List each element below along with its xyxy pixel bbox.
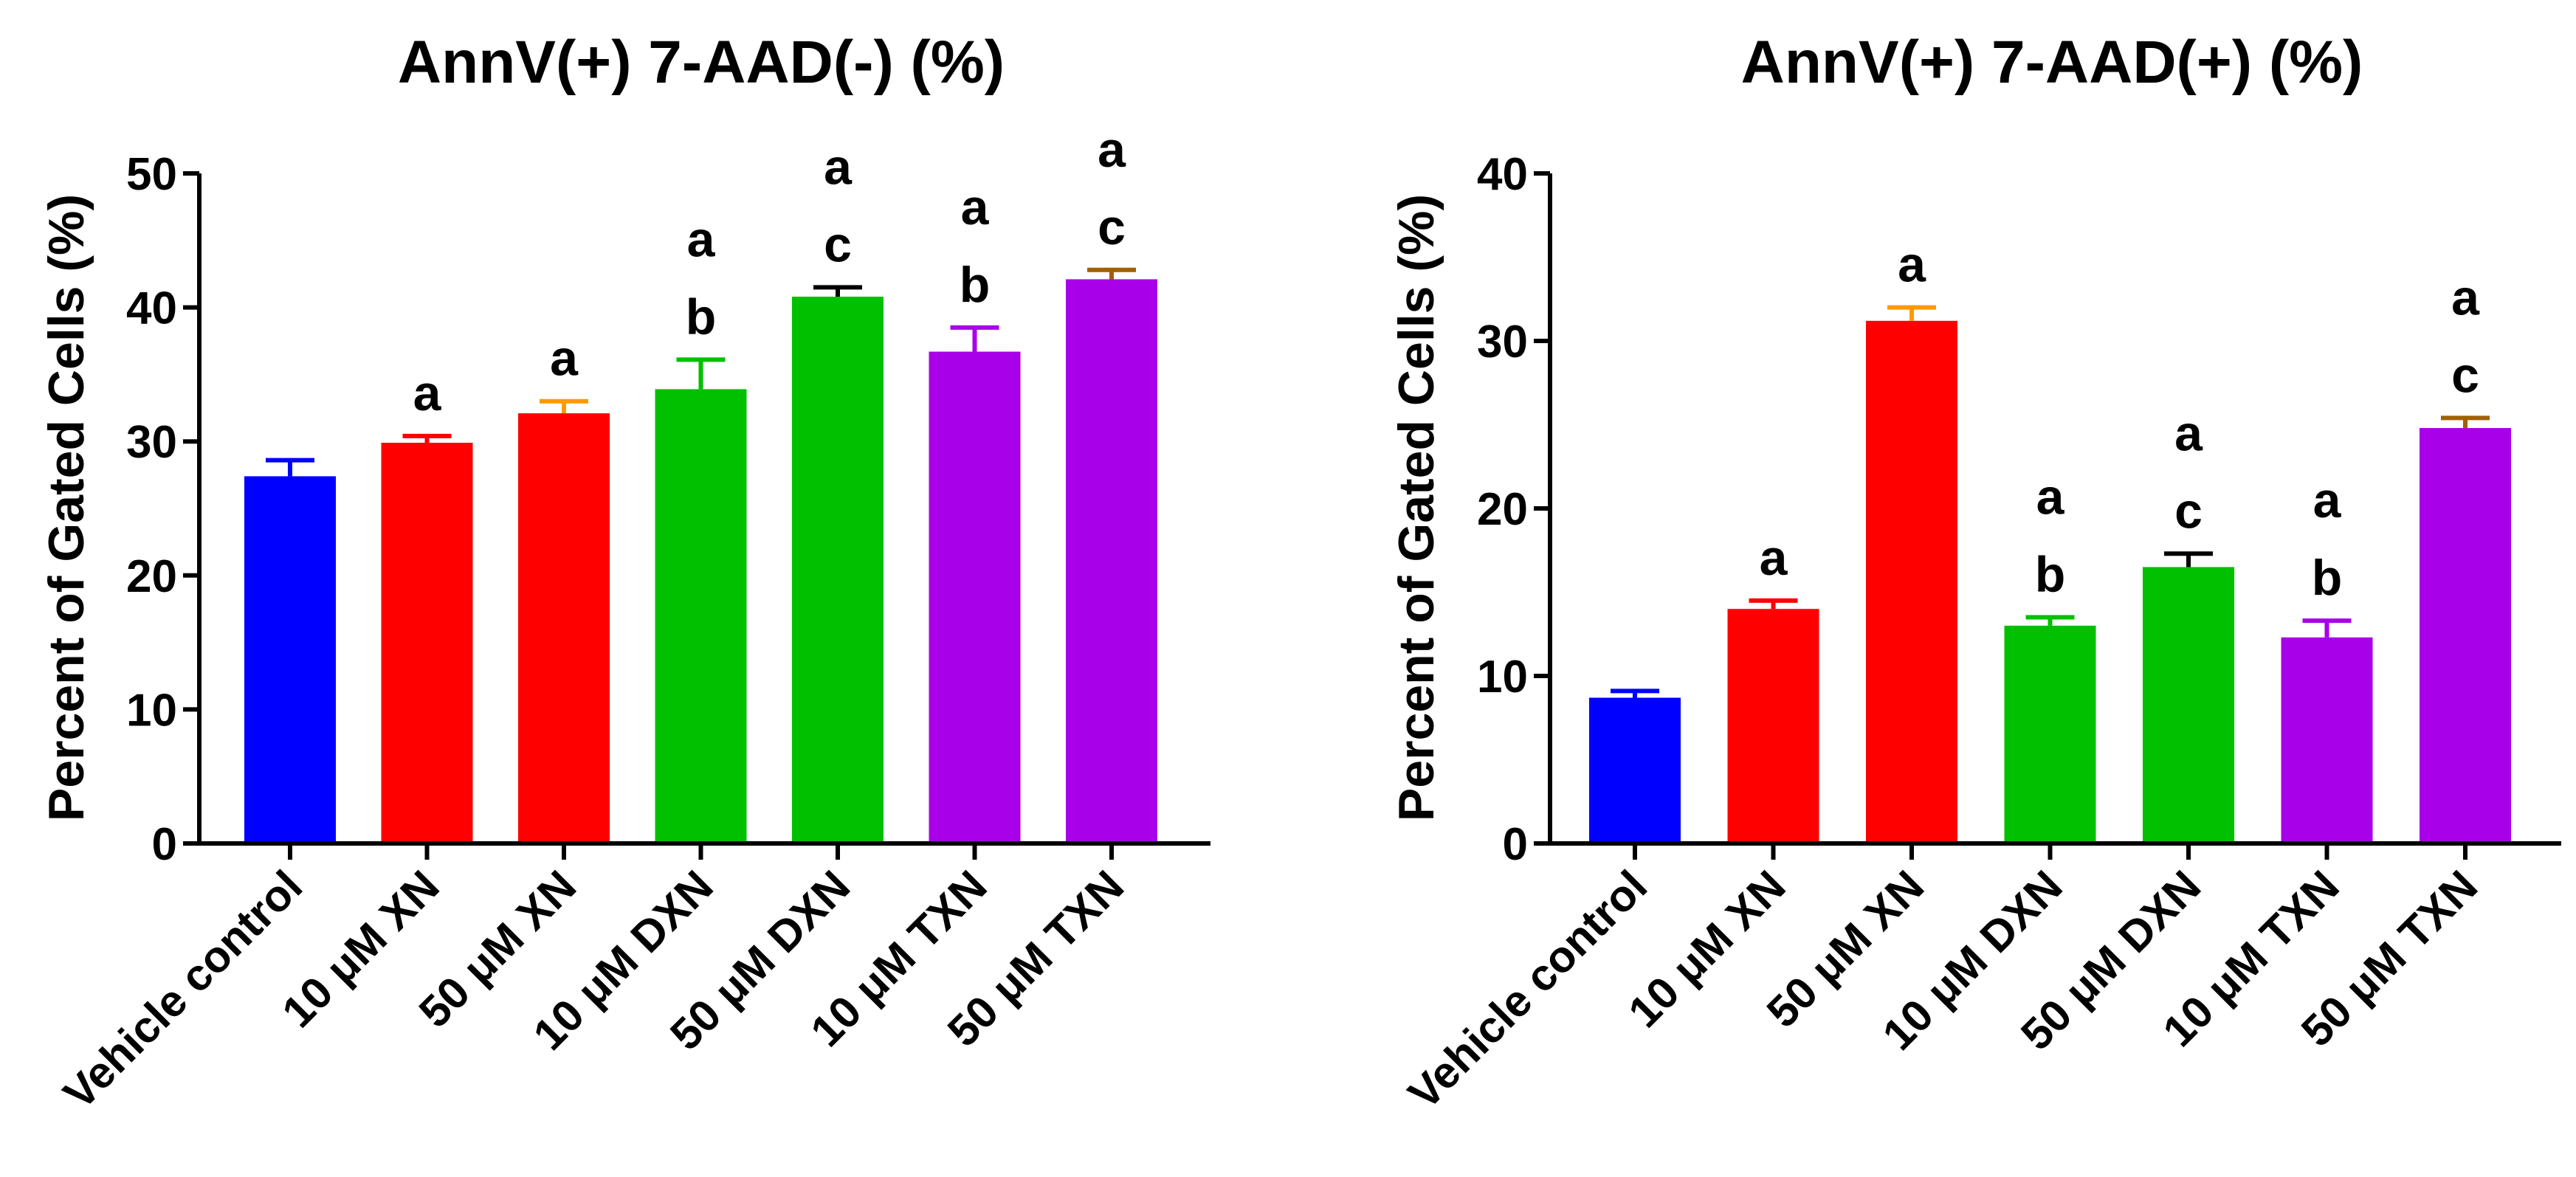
significance-label: b — [2035, 547, 2066, 603]
significance-label: a — [1898, 237, 1926, 293]
y-tick-label: 30 — [126, 417, 177, 468]
significance-label: b — [2312, 550, 2343, 606]
bar — [1866, 320, 1957, 843]
category-label: Vehicle control — [1399, 861, 1656, 1119]
significance-label: a — [2036, 469, 2065, 525]
bar — [244, 476, 336, 843]
significance-label: c — [824, 216, 852, 272]
significance-label: a — [1760, 530, 1788, 586]
y-axis-label: Percent of Gated Cells (%) — [1388, 194, 1444, 821]
y-tick-label: 20 — [126, 551, 177, 602]
chart-annv-7aad-negative: AnnV(+) 7-AAD(-) (%) Percent of Gated Ce… — [38, 29, 1210, 1119]
significance-label: a — [2451, 269, 2480, 325]
y-tick-label: 30 — [1477, 317, 1528, 367]
significance-label: a — [824, 139, 853, 195]
significance-label: a — [2313, 472, 2342, 528]
bar — [2004, 625, 2096, 843]
y-tick-label: 40 — [1477, 149, 1528, 200]
bar — [1589, 697, 1681, 843]
category-label: Vehicle control — [54, 861, 311, 1119]
significance-label: b — [960, 257, 991, 313]
bar — [518, 413, 610, 843]
significance-label: a — [550, 331, 579, 387]
significance-label: a — [687, 211, 716, 267]
bar — [2281, 637, 2373, 843]
chart-annv-7aad-positive: AnnV(+) 7-AAD(+) (%) Percent of Gated Ce… — [1388, 29, 2561, 1119]
significance-label: b — [686, 289, 717, 345]
y-tick-label: 0 — [152, 819, 177, 870]
bar — [792, 297, 884, 843]
y-tick-label: 40 — [126, 283, 177, 334]
significance-label: a — [1098, 122, 1126, 178]
y-axis-label: Percent of Gated Cells (%) — [38, 194, 94, 821]
bar — [1727, 609, 1819, 843]
bar — [655, 389, 747, 843]
significance-label: c — [2174, 483, 2203, 539]
significance-label: c — [1098, 199, 1126, 255]
chart-title: AnnV(+) 7-AAD(+) (%) — [1741, 29, 2363, 96]
significance-label: a — [961, 179, 990, 235]
significance-label: a — [2174, 405, 2203, 461]
bar — [929, 351, 1021, 843]
y-tick-label: 50 — [126, 149, 177, 200]
bar — [381, 443, 473, 843]
y-tick-label: 20 — [1477, 484, 1528, 535]
bar — [2143, 567, 2234, 843]
y-tick-label: 10 — [1477, 652, 1528, 703]
bar — [1066, 279, 1157, 843]
bar — [2420, 428, 2511, 843]
chart-title: AnnV(+) 7-AAD(-) (%) — [398, 29, 1005, 96]
y-tick-label: 0 — [1503, 819, 1528, 870]
y-tick-label: 10 — [126, 685, 177, 736]
significance-label: c — [2451, 347, 2479, 403]
significance-label: a — [413, 365, 442, 421]
